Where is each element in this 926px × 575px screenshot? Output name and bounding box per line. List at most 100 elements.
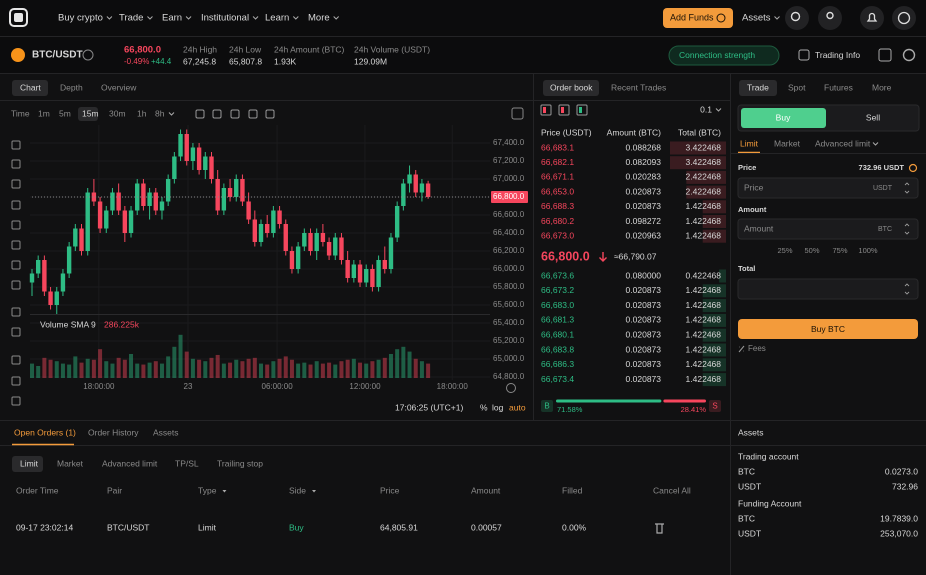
order-type[interactable]: Limit [740,138,759,148]
ob-tab[interactable]: Order book [550,82,593,92]
pair-switch-icon[interactable] [82,49,94,61]
scale-option[interactable]: log [492,402,504,412]
assets-menu[interactable]: Assets [742,13,771,24]
timeframe[interactable]: 1h [137,108,147,118]
ob-price[interactable]: 66,683.1 [541,142,574,152]
timeframe[interactable]: 15m [82,108,99,118]
ob-price[interactable]: 66,683.0 [541,300,574,310]
ob-view[interactable] [558,104,570,116]
scale-option[interactable]: auto [509,402,526,412]
nav-item[interactable]: More [308,13,330,24]
connection-pill[interactable] [668,45,780,66]
buy-side[interactable] [741,108,826,128]
trade-tab[interactable]: Trade [747,82,769,92]
logo[interactable] [9,8,28,27]
help-button[interactable] [892,6,916,30]
timeframe[interactable]: 30m [109,108,126,118]
orders-header[interactable]: Cancel All [653,485,691,495]
ob-view[interactable] [540,104,552,116]
chart-tab[interactable]: Chart [20,82,41,92]
drawing-tool[interactable] [11,260,21,270]
drawing-tool[interactable] [11,140,21,150]
orders-filter[interactable]: Limit [20,458,39,468]
input-field[interactable] [737,177,919,199]
drawing-tool[interactable] [11,355,21,365]
reset-icon[interactable] [506,383,516,393]
trading-info[interactable]: Trading Info [815,50,860,60]
drawing-tool[interactable] [11,327,21,337]
orders-filter[interactable]: TP/SL [175,458,199,468]
ob-price[interactable]: 66,683.8 [541,344,574,354]
notifications-button[interactable] [860,6,884,30]
orders-tab[interactable]: Order History [88,427,139,437]
drawing-tool[interactable] [11,240,21,250]
ob-price[interactable]: 66,682.1 [541,157,574,167]
ob-price[interactable]: 66,686.3 [541,359,574,369]
input-field[interactable] [737,278,919,300]
cancel-icon[interactable] [655,523,664,534]
sell-side-label[interactable]: Sell [866,112,880,122]
order-type[interactable]: Advanced limit [815,138,871,148]
orders-filter[interactable]: Market [57,458,84,468]
trade-tab[interactable]: More [872,82,892,92]
ob-price[interactable]: 66,653.0 [541,186,574,196]
drawing-tool[interactable] [11,280,21,290]
ob-price[interactable]: 66,681.3 [541,315,574,325]
chart-tool[interactable] [265,109,275,119]
add-funds-button[interactable] [663,8,733,28]
drawing-tool[interactable] [11,376,21,386]
layout-icon[interactable] [878,48,892,62]
orders-tab[interactable]: Open Orders (1) [14,427,76,437]
chart-tool[interactable] [230,109,240,119]
chart-tab[interactable]: Depth [60,82,83,92]
timeframe[interactable]: 8h [155,108,165,118]
deposit-icon[interactable] [908,163,918,173]
drawing-tool[interactable] [11,159,21,169]
ob-tick[interactable]: 0.1 [700,104,712,114]
chart-tool[interactable] [212,109,222,119]
settings-icon[interactable] [902,48,916,62]
drawing-tool[interactable] [11,200,21,210]
nav-item[interactable]: Learn [265,13,289,24]
timeframe[interactable]: 5m [59,108,71,118]
nav-item[interactable]: Buy crypto [58,13,103,24]
drawing-tool[interactable] [11,396,21,406]
ob-price[interactable]: 66,688.3 [541,201,574,211]
chart-tool[interactable] [195,109,205,119]
drawing-tool[interactable] [11,179,21,189]
drawing-tool[interactable] [11,220,21,230]
ob-price[interactable]: 66,673.6 [541,270,574,280]
volume-bar [36,366,41,378]
ob-tab[interactable]: Recent Trades [611,82,666,92]
percent-option[interactable]: 75% [832,246,847,255]
percent-option[interactable]: 25% [777,246,792,255]
ob-price[interactable]: 66,673.2 [541,285,574,295]
ob-view[interactable] [576,104,588,116]
fullscreen-icon[interactable] [511,107,524,120]
ob-price[interactable]: 66,680.1 [541,329,574,339]
fees-link[interactable]: Fees [748,344,766,353]
nav-item[interactable]: Trade [119,13,143,24]
orders-tab[interactable]: Assets [153,427,179,437]
ob-price[interactable]: 66,673.4 [541,374,574,384]
submit-button[interactable] [738,319,918,339]
nav-item[interactable]: Earn [162,13,182,24]
percent-option[interactable]: 100% [858,246,878,255]
percent-option[interactable]: 50% [804,246,819,255]
search-button[interactable] [785,6,809,30]
input-field[interactable] [737,218,919,240]
order-type[interactable]: Market [774,138,801,148]
ob-price[interactable]: 66,671.1 [541,172,574,182]
chart-tab[interactable]: Overview [101,82,137,92]
chart-tool[interactable] [248,109,258,119]
scale-option[interactable]: % [480,402,488,412]
timeframe[interactable]: 1m [38,108,50,118]
ob-price[interactable]: 66,673.0 [541,230,574,240]
trade-tab[interactable]: Spot [788,82,806,92]
ob-price[interactable]: 66,680.2 [541,216,574,226]
orders-filter[interactable]: Trailing stop [217,458,263,468]
trade-tab[interactable]: Futures [824,82,853,92]
orders-filter[interactable]: Advanced limit [102,458,158,468]
drawing-tool[interactable] [11,307,21,317]
nav-item[interactable]: Institutional [201,13,249,24]
